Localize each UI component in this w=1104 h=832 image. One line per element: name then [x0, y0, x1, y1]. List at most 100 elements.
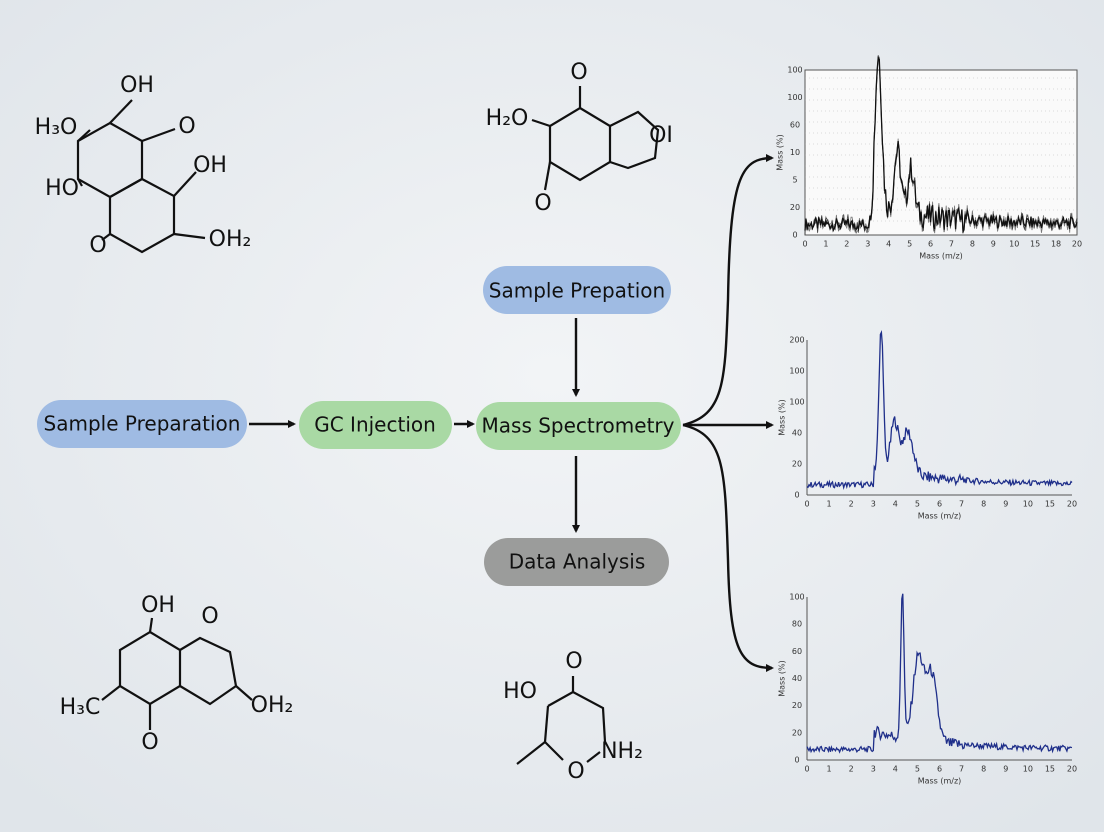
x-tick-label: 5 [907, 240, 912, 249]
x-tick-label: 4 [886, 240, 891, 249]
bond [586, 751, 601, 763]
x-tick-label: 2 [849, 765, 854, 774]
ring [179, 636, 238, 706]
bond [77, 178, 83, 187]
arrow [682, 154, 774, 427]
molecule: O HO NH₂ O [503, 649, 643, 784]
bond [141, 127, 176, 143]
x-tick-label: 10 [1009, 240, 1019, 249]
atom-label: H₃C [60, 695, 101, 720]
molecule: O H₂O OI O [486, 60, 673, 216]
atom-label: OI [649, 123, 673, 148]
y-tick-label: 100 [789, 367, 804, 376]
x-tick-label: 7 [959, 500, 964, 509]
y-tick-label: 20 [792, 728, 802, 737]
y-tick-label: 80 [792, 620, 802, 629]
y-tick-label: 40 [792, 674, 802, 683]
atom-label: OH [141, 593, 175, 618]
y-tick-label: 0 [792, 231, 797, 240]
y-tick-label: 10 [790, 148, 800, 157]
plot-frame [804, 69, 1078, 236]
x-tick-label: 2 [844, 240, 849, 249]
x-tick-label: 0 [802, 240, 807, 249]
x-tick-label: 15 [1045, 765, 1055, 774]
bond [235, 685, 253, 701]
atom-label: OH₂ [251, 693, 294, 718]
x-tick-label: 3 [871, 500, 876, 509]
x-tick-label: 0 [804, 500, 809, 509]
node-box [37, 400, 247, 448]
atom-label: O [201, 604, 218, 629]
atom-label: HO [503, 679, 537, 704]
atom-label: O [178, 114, 195, 139]
x-tick-label: 4 [893, 765, 898, 774]
x-tick-label: 7 [949, 240, 954, 249]
atom-label: O [570, 60, 587, 85]
atom-label: HO [45, 176, 79, 201]
x-tick-label: 8 [981, 765, 986, 774]
x-tick-label: 8 [981, 500, 986, 509]
y-tick-label: 100 [787, 66, 802, 75]
x-tick-label: 9 [991, 240, 996, 249]
y-tick-label: 60 [790, 121, 800, 130]
y-axis-label: Mass (%) [776, 134, 785, 171]
y-tick-label: 100 [787, 93, 802, 102]
atom-label: OH₂ [209, 227, 252, 252]
ring [547, 690, 607, 743]
x-tick-label: 1 [823, 240, 828, 249]
x-axis-label: Mass (m/z) [918, 512, 962, 521]
spectrum-trace [806, 330, 1073, 490]
x-tick-label: 10 [1023, 500, 1033, 509]
bond [531, 118, 551, 128]
bond [148, 617, 154, 633]
y-tick-label: 20 [790, 203, 800, 212]
x-tick-label: 20 [1067, 765, 1077, 774]
node-box [476, 402, 681, 450]
flow-node: GC Injection [299, 401, 452, 449]
atom-label: NH₂ [601, 739, 643, 764]
x-tick-label: 20 [1067, 500, 1077, 509]
bond [109, 99, 133, 124]
x-tick-label: 10 [1023, 765, 1033, 774]
x-tick-label: 9 [1003, 500, 1008, 509]
y-tick-label: 100 [789, 593, 804, 602]
bond [543, 161, 552, 191]
node-label: Sample Preparation [44, 412, 241, 436]
atom-label: O [567, 759, 584, 784]
node-label: GC Injection [314, 413, 436, 437]
bond [173, 232, 206, 240]
spectrum-trace [804, 56, 1078, 234]
x-tick-label: 6 [928, 240, 933, 249]
x-tick-label: 7 [959, 765, 964, 774]
atom-label: OH [120, 73, 154, 98]
x-tick-label: 1 [827, 500, 832, 509]
atom-label: H₂O [486, 106, 529, 131]
x-tick-label: 15 [1030, 240, 1040, 249]
y-tick-label: 100 [789, 398, 804, 407]
y-tick-label: 5 [792, 176, 797, 185]
arrow [682, 423, 774, 672]
spectrum-trace [806, 593, 1073, 754]
y-tick-label: 40 [792, 429, 802, 438]
y-tick-label: 200 [789, 336, 804, 345]
ring [609, 110, 660, 170]
y-tick-label: 0 [794, 491, 799, 500]
x-tick-label: 3 [871, 765, 876, 774]
y-tick-label: 0 [794, 756, 799, 765]
node-box [484, 538, 669, 586]
x-tick-label: 5 [915, 765, 920, 774]
node-label: Mass Spectrometry [482, 414, 675, 438]
flow-node: Sample Preparation [37, 400, 247, 448]
x-axis-label: Mass (m/z) [918, 777, 962, 786]
molecule: OH H₃O O HO OH O OH₂ [35, 73, 252, 258]
x-tick-label: 20 [1072, 240, 1082, 249]
x-tick-label: 3 [865, 240, 870, 249]
x-tick-label: 6 [937, 500, 942, 509]
y-tick-label: 60 [792, 647, 802, 656]
atom-label: O [565, 649, 582, 674]
atom-label: O [141, 730, 158, 755]
bond [516, 741, 546, 765]
x-tick-label: 0 [804, 765, 809, 774]
